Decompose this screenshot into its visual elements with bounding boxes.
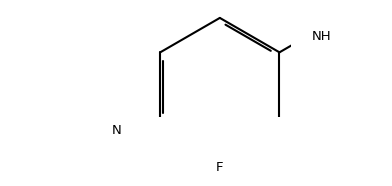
Text: F: F xyxy=(216,161,223,174)
Text: NH: NH xyxy=(312,30,331,43)
Text: N: N xyxy=(111,124,121,137)
